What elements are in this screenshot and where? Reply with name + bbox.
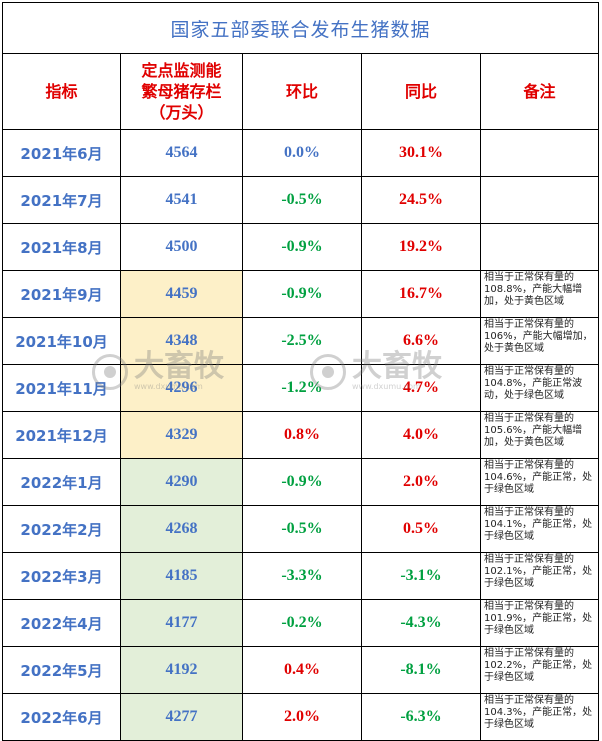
cell-mom: -1.2% [242, 364, 362, 412]
cell-sow-stock: 4459 [120, 270, 243, 318]
header-sow-stock-line1: 定点监测能 [141, 61, 222, 80]
cell-month: 2021年11月 [2, 364, 121, 412]
table-row: 2021年10月 4348 -2.5% 6.6% 相当于正常保有量的106%，产能大幅增… [2, 317, 599, 365]
cell-yoy: -4.3% [361, 599, 481, 647]
cell-note: 相当于正常保有量的104.6%，产能正常，处于绿色区域 [480, 458, 599, 506]
table-row: 2022年3月 4185 -3.3% -3.1% 相当于正常保有量的102.1%，产能正… [2, 552, 599, 600]
cell-note: 相当于正常保有量的108.8%，产能大幅增加，处于黄色区域 [480, 270, 599, 318]
cell-month: 2022年3月 [2, 552, 121, 600]
cell-note: 相当于正常保有量的105.6%，产能大幅增加，处于黄色区域 [480, 411, 599, 459]
table-row: 2021年8月 4500 -0.9% 19.2% [2, 223, 599, 271]
cell-note [480, 129, 599, 177]
cell-sow-stock: 4541 [120, 176, 243, 224]
cell-yoy: 4.7% [361, 364, 481, 412]
cell-note: 相当于正常保有量的106%，产能大幅增加，处于黄色区域 [480, 317, 599, 365]
cell-sow-stock: 4185 [120, 552, 243, 600]
cell-mom: 0.8% [242, 411, 362, 459]
cell-sow-stock: 4348 [120, 317, 243, 365]
cell-yoy: 0.5% [361, 505, 481, 553]
cell-month: 2021年8月 [2, 223, 121, 271]
cell-yoy: 19.2% [361, 223, 481, 271]
cell-sow-stock: 4177 [120, 599, 243, 647]
cell-sow-stock: 4277 [120, 693, 243, 741]
cell-note: 相当于正常保有量的104.1%，产能正常，处于绿色区域 [480, 505, 599, 553]
cell-note: 相当于正常保有量的104.8%，产能正常波动，处于绿色区域 [480, 364, 599, 412]
cell-yoy: 16.7% [361, 270, 481, 318]
cell-month: 2021年6月 [2, 129, 121, 177]
cell-sow-stock: 4296 [120, 364, 243, 412]
table-row: 2021年12月 4329 0.8% 4.0% 相当于正常保有量的105.6%，产能大幅… [2, 411, 599, 459]
cell-sow-stock: 4329 [120, 411, 243, 459]
cell-note: 相当于正常保有量的101.9%，产能正常，处于绿色区域 [480, 599, 599, 647]
table-row: 2022年5月 4192 0.4% -8.1% 相当于正常保有量的102.2%，产能正常… [2, 646, 599, 694]
cell-month: 2021年9月 [2, 270, 121, 318]
cell-note [480, 176, 599, 224]
cell-month: 2022年6月 [2, 693, 121, 741]
cell-mom: -0.5% [242, 176, 362, 224]
cell-mom: -0.2% [242, 599, 362, 647]
table-row: 2021年9月 4459 -0.9% 16.7% 相当于正常保有量的108.8%，产能大… [2, 270, 599, 318]
cell-mom: -0.9% [242, 458, 362, 506]
cell-mom: -0.9% [242, 223, 362, 271]
cell-note: 相当于正常保有量的102.1%，产能正常，处于绿色区域 [480, 552, 599, 600]
cell-yoy: 24.5% [361, 176, 481, 224]
cell-mom: -0.9% [242, 270, 362, 318]
table-row: 2022年4月 4177 -0.2% -4.3% 相当于正常保有量的101.9%，产能正… [2, 599, 599, 647]
cell-month: 2021年7月 [2, 176, 121, 224]
cell-mom: 2.0% [242, 693, 362, 741]
cell-mom: -2.5% [242, 317, 362, 365]
cell-mom: -0.5% [242, 505, 362, 553]
cell-note [480, 223, 599, 271]
table-row: 2021年11月 4296 -1.2% 4.7% 相当于正常保有量的104.8%，产能正… [2, 364, 599, 412]
cell-month: 2021年12月 [2, 411, 121, 459]
header-note: 备注 [480, 53, 599, 130]
cell-mom: -3.3% [242, 552, 362, 600]
cell-yoy: 6.6% [361, 317, 481, 365]
header-indicator: 指标 [2, 53, 121, 130]
table-row: 2022年2月 4268 -0.5% 0.5% 相当于正常保有量的104.1%，产能正常… [2, 505, 599, 553]
table-row: 2021年7月 4541 -0.5% 24.5% [2, 176, 599, 224]
header-sow-stock: 定点监测能 繁母猪存栏 （万头） [120, 53, 243, 130]
cell-sow-stock: 4500 [120, 223, 243, 271]
table-row: 2022年6月 4277 2.0% -6.3% 相当于正常保有量的104.3%，产能正常… [2, 693, 599, 741]
header-sow-stock-line3: （万头） [149, 103, 214, 122]
cell-month: 2022年1月 [2, 458, 121, 506]
cell-mom: 0.0% [242, 129, 362, 177]
header-yoy: 同比 [361, 53, 481, 130]
table-row: 2021年6月 4564 0.0% 30.1% [2, 129, 599, 177]
cell-note: 相当于正常保有量的104.3%，产能正常，处于绿色区域 [480, 693, 599, 741]
cell-sow-stock: 4290 [120, 458, 243, 506]
table-row: 2022年1月 4290 -0.9% 2.0% 相当于正常保有量的104.6%，产能正常… [2, 458, 599, 506]
cell-sow-stock: 4268 [120, 505, 243, 553]
header-sow-stock-line2: 繁母猪存栏 [141, 82, 222, 101]
cell-month: 2021年10月 [2, 317, 121, 365]
header-mom: 环比 [242, 53, 362, 130]
cell-yoy: 2.0% [361, 458, 481, 506]
cell-yoy: -3.1% [361, 552, 481, 600]
cell-month: 2022年4月 [2, 599, 121, 647]
cell-month: 2022年5月 [2, 646, 121, 694]
cell-sow-stock: 4564 [120, 129, 243, 177]
cell-yoy: 30.1% [361, 129, 481, 177]
cell-mom: 0.4% [242, 646, 362, 694]
cell-note: 相当于正常保有量的102.2%，产能正常，处于绿色区域 [480, 646, 599, 694]
cell-yoy: 4.0% [361, 411, 481, 459]
cell-yoy: -6.3% [361, 693, 481, 741]
cell-yoy: -8.1% [361, 646, 481, 694]
cell-month: 2022年2月 [2, 505, 121, 553]
cell-sow-stock: 4192 [120, 646, 243, 694]
table-title: 国家五部委联合发布生猪数据 [2, 2, 599, 54]
